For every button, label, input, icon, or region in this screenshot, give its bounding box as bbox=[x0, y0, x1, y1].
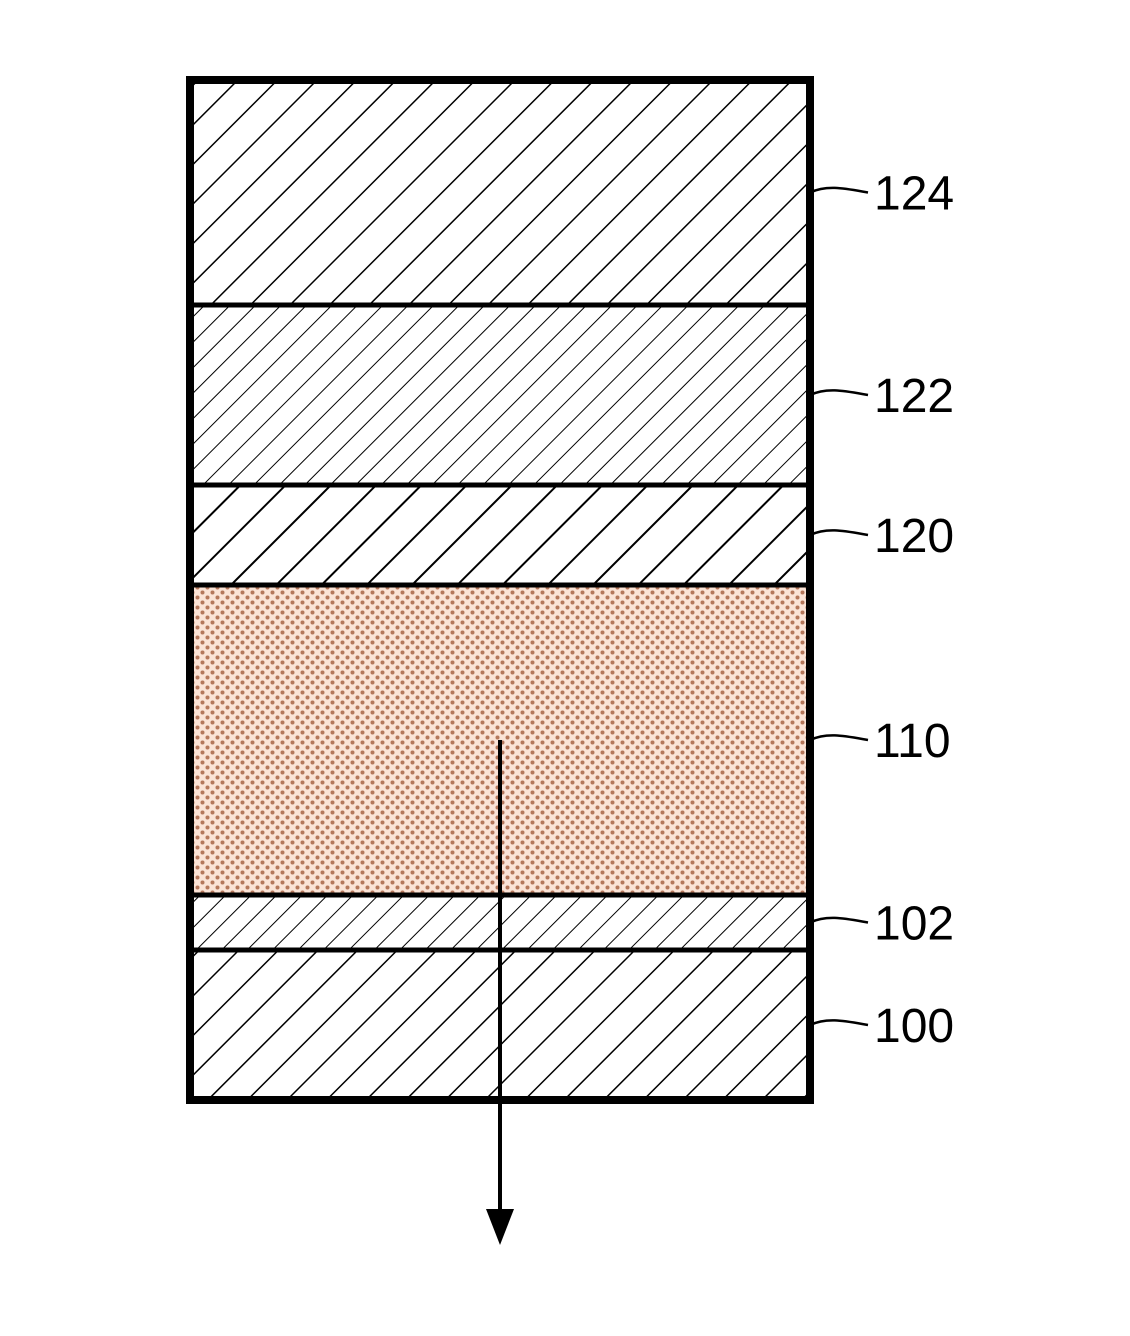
leader-124 bbox=[810, 188, 868, 193]
layer-124 bbox=[190, 80, 810, 305]
label-124: 124 bbox=[874, 167, 954, 220]
layer-stack-diagram: 124 122 120 110 102 100 bbox=[0, 0, 1130, 1336]
leader-100 bbox=[810, 1020, 868, 1025]
layer-122 bbox=[190, 305, 810, 485]
label-120: 120 bbox=[874, 510, 954, 563]
leader-120 bbox=[810, 530, 868, 535]
leader-102 bbox=[810, 918, 868, 923]
leader-122 bbox=[810, 390, 868, 395]
leader-110 bbox=[810, 735, 868, 740]
emission-arrow-head bbox=[486, 1209, 514, 1245]
layer-120 bbox=[190, 485, 810, 585]
diagram-container: 124 122 120 110 102 100 bbox=[0, 0, 1130, 1336]
label-122: 122 bbox=[874, 370, 954, 423]
label-102: 102 bbox=[874, 897, 954, 950]
label-110: 110 bbox=[874, 715, 951, 768]
label-100: 100 bbox=[874, 1000, 954, 1053]
